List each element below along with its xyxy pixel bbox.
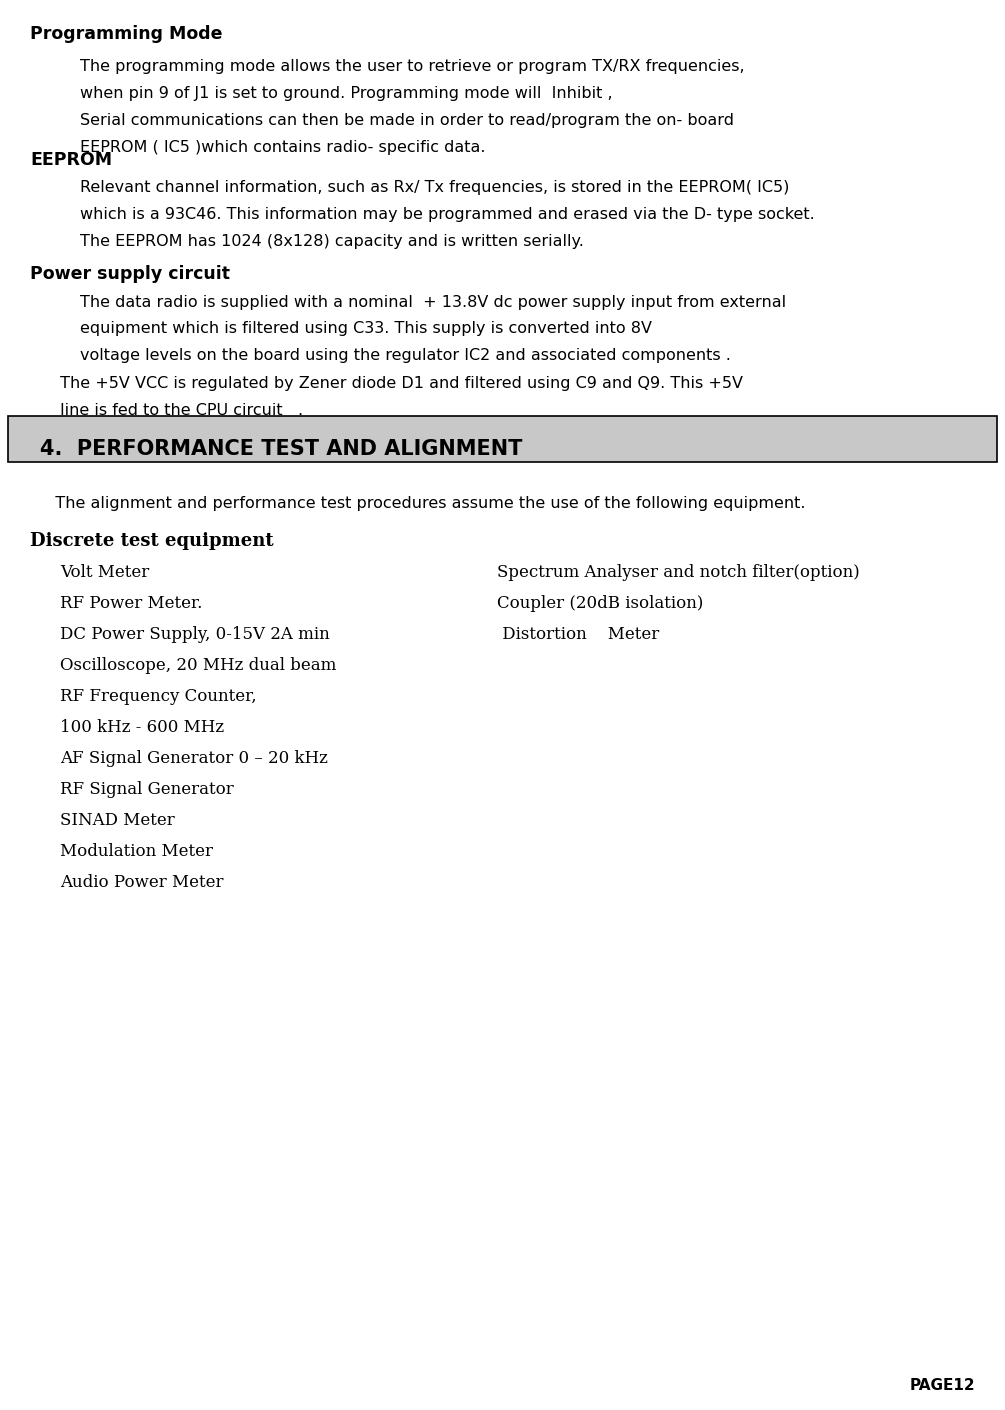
Text: EEPROM ( IC5 )which contains radio- specific data.: EEPROM ( IC5 )which contains radio- spec… [80, 140, 485, 155]
FancyBboxPatch shape [8, 416, 997, 462]
Text: SINAD Meter: SINAD Meter [60, 812, 175, 829]
Text: Relevant channel information, such as Rx/ Tx frequencies, is stored in the EEPRO: Relevant channel information, such as Rx… [80, 180, 790, 196]
Text: voltage levels on the board using the regulator IC2 and associated components .: voltage levels on the board using the re… [80, 348, 732, 364]
Text: line is fed to the CPU circuit   .: line is fed to the CPU circuit . [55, 403, 304, 419]
Text: Audio Power Meter: Audio Power Meter [60, 874, 224, 891]
Text: Modulation Meter: Modulation Meter [60, 843, 213, 860]
Text: Serial communications can then be made in order to read/program the on- board: Serial communications can then be made i… [80, 113, 735, 128]
Text: 100 kHz - 600 MHz: 100 kHz - 600 MHz [60, 719, 224, 736]
Text: Coupler (20dB isolation): Coupler (20dB isolation) [497, 595, 704, 612]
Text: 4.  PERFORMANCE TEST AND ALIGNMENT: 4. PERFORMANCE TEST AND ALIGNMENT [40, 439, 523, 458]
Text: which is a 93C46. This information may be programmed and erased via the D- type : which is a 93C46. This information may b… [80, 207, 815, 223]
Text: Power supply circuit: Power supply circuit [30, 265, 230, 283]
Text: AF Signal Generator 0 – 20 kHz: AF Signal Generator 0 – 20 kHz [60, 750, 329, 767]
Text: PAGE12: PAGE12 [910, 1378, 975, 1393]
Text: The +5V VCC is regulated by Zener diode D1 and filtered using C9 and Q9. This +5: The +5V VCC is regulated by Zener diode … [55, 376, 744, 392]
Text: DC Power Supply, 0-15V 2A min: DC Power Supply, 0-15V 2A min [60, 626, 330, 643]
Text: Programming Mode: Programming Mode [30, 25, 223, 44]
Text: The alignment and performance test procedures assume the use of the following eq: The alignment and performance test proce… [40, 496, 806, 512]
Text: Oscilloscope, 20 MHz dual beam: Oscilloscope, 20 MHz dual beam [60, 657, 337, 674]
Text: RF Power Meter.: RF Power Meter. [60, 595, 203, 612]
Text: RF Signal Generator: RF Signal Generator [60, 781, 234, 798]
Text: EEPROM: EEPROM [30, 151, 113, 169]
Text: Spectrum Analyser and notch filter(option): Spectrum Analyser and notch filter(optio… [497, 564, 860, 581]
Text: equipment which is filtered using C33. This supply is converted into 8V: equipment which is filtered using C33. T… [80, 321, 652, 337]
Text: Volt Meter: Volt Meter [60, 564, 150, 581]
Text: RF Frequency Counter,: RF Frequency Counter, [60, 688, 257, 705]
Text: The programming mode allows the user to retrieve or program TX/RX frequencies,: The programming mode allows the user to … [80, 59, 745, 75]
Text: when pin 9 of J1 is set to ground. Programming mode will  Inhibit ,: when pin 9 of J1 is set to ground. Progr… [80, 86, 613, 102]
Text: Distortion    Meter: Distortion Meter [497, 626, 659, 643]
Text: The data radio is supplied with a nominal  + 13.8V dc power supply input from ex: The data radio is supplied with a nomina… [80, 295, 787, 310]
Text: The EEPROM has 1024 (8x128) capacity and is written serially.: The EEPROM has 1024 (8x128) capacity and… [80, 234, 584, 250]
Text: Discrete test equipment: Discrete test equipment [30, 532, 273, 550]
